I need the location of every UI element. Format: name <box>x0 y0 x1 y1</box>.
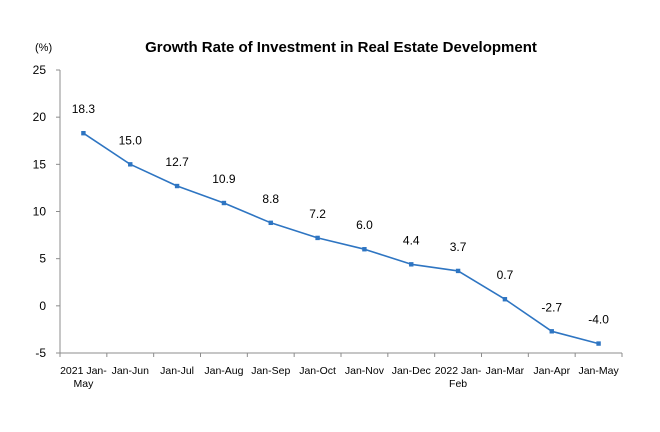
chart-title: Growth Rate of Investment in Real Estate… <box>145 39 537 56</box>
data-point <box>502 297 508 302</box>
data-label: 0.7 <box>497 268 514 282</box>
data-point <box>596 341 601 346</box>
data-label: 10.9 <box>212 172 236 186</box>
x-tick-label: Jan-Mar <box>486 365 525 377</box>
y-tick-label: 25 <box>33 63 47 77</box>
y-tick-label: 20 <box>33 110 47 124</box>
data-point <box>174 183 180 189</box>
data-point <box>409 262 414 267</box>
data-point <box>455 268 461 274</box>
x-tick-label: Jan-Dec <box>392 365 431 377</box>
y-tick-label: 5 <box>39 252 46 266</box>
x-tick-label: 2021 Jan-May <box>60 365 107 390</box>
x-tick-label: Jan-Aug <box>204 365 243 377</box>
data-label: 6.0 <box>356 218 373 232</box>
data-label: 3.7 <box>450 240 467 254</box>
series-line-group <box>81 131 601 346</box>
x-tick-label: Jan-May <box>578 365 619 377</box>
data-label: 7.2 <box>309 207 326 221</box>
tick-labels: 25 20 15 10 5 0 -5 2021 Jan-May Jan-Jun Jan-Jul Ja… <box>33 63 620 390</box>
data-label: 8.8 <box>262 192 279 206</box>
x-tick-label: Jan-Sep <box>251 365 290 377</box>
y-tick-label: 10 <box>33 205 47 219</box>
data-point <box>221 200 227 206</box>
y-tick-label: 0 <box>39 299 46 313</box>
data-label: -4.0 <box>588 313 609 327</box>
axes <box>56 69 623 357</box>
x-tick-label: Jan-Jun <box>112 365 150 377</box>
x-tick-label: Jan-Nov <box>345 365 385 377</box>
data-label: 18.3 <box>72 102 96 116</box>
data-point <box>81 131 86 136</box>
data-label: 12.7 <box>165 155 189 169</box>
x-tick-label: Jan-Oct <box>299 365 336 377</box>
y-tick-label: 15 <box>33 157 47 171</box>
data-point <box>362 247 367 252</box>
x-tick-label: Jan-Jul <box>160 365 194 377</box>
y-axis-unit: (%) <box>35 42 52 54</box>
data-labels: 18.3 15.0 12.7 10.9 8.8 7.2 6.0 4.4 3.7 0.7 -2.7 -4… <box>72 102 610 326</box>
data-point <box>315 235 320 241</box>
data-label: -2.7 <box>541 300 562 314</box>
series-line <box>82 132 599 345</box>
x-tick-label: Jan-Apr <box>533 365 570 377</box>
y-tick-label: -5 <box>35 346 46 360</box>
data-point <box>268 220 273 226</box>
data-point <box>549 329 554 334</box>
data-point <box>128 162 133 167</box>
data-label: 15.0 <box>119 133 143 147</box>
x-tick-label: 2022 Jan-Feb <box>435 365 482 390</box>
data-label: 4.4 <box>403 233 420 247</box>
